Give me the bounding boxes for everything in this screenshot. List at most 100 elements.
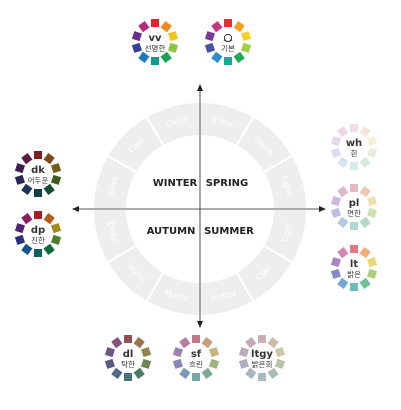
swatch-wh-4 — [359, 156, 371, 168]
swatch-ltgy-2 — [275, 347, 286, 358]
b-tone-icon — [223, 33, 233, 43]
swatch-pl-7 — [330, 207, 341, 218]
swatch-pl-5 — [350, 222, 358, 230]
swatch-dl-5 — [124, 373, 132, 381]
swatch-pl-1 — [359, 186, 371, 198]
tone-name-b: 기본 — [221, 44, 235, 53]
ring-divider — [145, 271, 165, 303]
swatch-b-8 — [204, 31, 215, 42]
season-winter-label: WINTER — [153, 178, 198, 189]
swatch-ltgy-8 — [238, 347, 249, 358]
swatch-vv-3 — [168, 42, 179, 53]
swatch-sf-8 — [172, 347, 183, 358]
tone-code-pl: pl — [349, 198, 360, 209]
swatch-vv-0 — [151, 19, 159, 27]
swatch-lt-9 — [337, 247, 349, 259]
swatch-dk-8 — [14, 163, 25, 174]
swatch-dk-9 — [21, 153, 33, 165]
swatch-dk-1 — [43, 153, 55, 165]
swatch-dp-2 — [51, 223, 62, 234]
axis-arrow-down — [197, 321, 203, 328]
ring-divider — [106, 154, 138, 174]
swatch-lt-4 — [359, 277, 371, 289]
ring-divider — [235, 271, 255, 303]
tone-code-sf: sf — [191, 349, 202, 360]
swatch-b-1 — [233, 21, 245, 33]
swatch-dk-2 — [51, 163, 62, 174]
swatch-b-5 — [224, 57, 232, 65]
swatch-b-0 — [224, 19, 232, 27]
swatch-sf-9 — [179, 337, 191, 349]
tone-code-dp: dp — [31, 225, 45, 236]
swatch-vv-2 — [168, 31, 179, 42]
swatch-lt-3 — [367, 268, 378, 279]
swatch-pl-8 — [330, 196, 341, 207]
swatch-dp-0 — [34, 211, 42, 219]
tone-name-ltgy: 밝은회 — [252, 359, 273, 369]
swatch-dk-3 — [51, 174, 62, 185]
swatch-dp-4 — [43, 243, 55, 255]
tone-name-dl: 탁한 — [121, 359, 135, 369]
swatch-vv-1 — [160, 21, 172, 33]
ring-divider — [262, 244, 294, 264]
swatch-b-6 — [211, 51, 223, 63]
swatch-wh-3 — [367, 147, 378, 158]
swatch-dp-1 — [43, 213, 55, 225]
swatch-wh-9 — [337, 126, 349, 138]
swatch-dp-7 — [14, 234, 25, 245]
swatch-wh-1 — [359, 126, 371, 138]
ring-divider — [106, 244, 138, 264]
axis-arrow-left — [72, 206, 79, 212]
swatch-vv-5 — [151, 57, 159, 65]
swatch-vv-4 — [160, 51, 172, 63]
axis-arrow-right — [319, 206, 326, 212]
swatch-ltgy-5 — [258, 373, 266, 381]
swatch-lt-0 — [350, 245, 358, 253]
tone-wheel-wh: wh흰 — [330, 124, 378, 170]
swatch-wh-7 — [330, 147, 341, 158]
swatch-dk-7 — [14, 174, 25, 185]
swatch-vv-6 — [138, 51, 150, 63]
swatch-wh-0 — [350, 124, 358, 132]
tone-code-lt: lt — [350, 259, 358, 270]
swatch-ltgy-9 — [245, 337, 257, 349]
swatch-sf-7 — [172, 358, 183, 369]
swatch-b-4 — [233, 51, 245, 63]
swatch-dp-9 — [21, 213, 33, 225]
swatch-dl-4 — [133, 367, 145, 379]
swatch-sf-0 — [192, 335, 200, 343]
season-spring-label: SPRING — [206, 178, 249, 189]
swatch-ltgy-1 — [267, 337, 279, 349]
swatch-lt-6 — [337, 277, 349, 289]
swatch-dp-3 — [51, 234, 62, 245]
swatch-lt-5 — [350, 283, 358, 291]
swatch-dp-6 — [21, 243, 33, 255]
swatch-wh-8 — [330, 136, 341, 147]
swatch-vv-8 — [131, 31, 142, 42]
swatch-pl-9 — [337, 186, 349, 198]
swatch-dk-6 — [21, 183, 33, 195]
swatch-dl-9 — [111, 337, 123, 349]
swatch-dp-8 — [14, 223, 25, 234]
ring-divider — [145, 115, 165, 147]
tone-name-dk: 어두운 — [28, 175, 49, 185]
swatch-lt-7 — [330, 268, 341, 279]
swatch-dk-0 — [34, 151, 42, 159]
swatch-sf-5 — [192, 373, 200, 381]
swatch-dl-2 — [141, 347, 152, 358]
swatch-sf-2 — [209, 347, 220, 358]
swatch-lt-8 — [330, 257, 341, 268]
swatch-ltgy-6 — [245, 367, 257, 379]
swatch-dl-6 — [111, 367, 123, 379]
season-summer-label: SUMMER — [204, 226, 254, 237]
swatch-wh-5 — [350, 162, 358, 170]
season-axes — [72, 84, 326, 328]
swatch-dk-5 — [34, 189, 42, 197]
